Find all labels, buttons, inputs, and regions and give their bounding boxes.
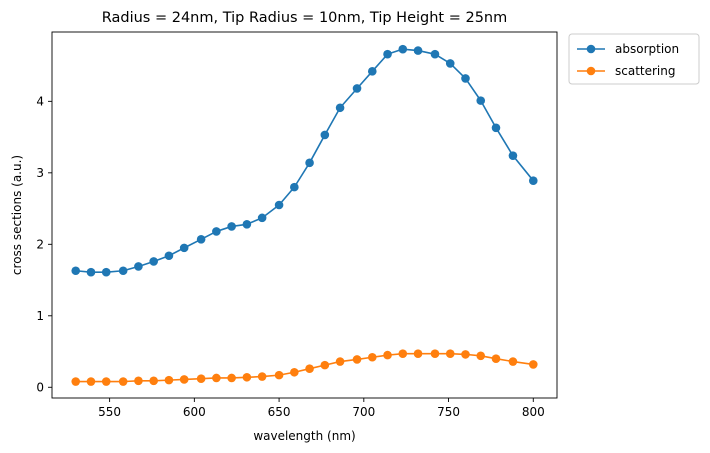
absorption-point [413,46,423,55]
scattering-point [413,349,423,358]
x-tick-label: 650 [268,405,291,419]
absorption-point [476,96,486,105]
absorption-point [149,257,158,266]
absorption-point [508,151,518,160]
absorption-point [164,251,174,261]
scattering-point [335,357,345,366]
absorption-point [290,182,299,192]
absorption-point [101,267,111,277]
absorption-point [430,49,440,59]
absorption-point [352,84,362,93]
legend-scattering-label: scattering [615,64,676,78]
x-tick-label: 750 [437,405,460,419]
absorption-point [134,262,143,271]
x-axis-label: wavelength (nm) [253,429,355,443]
absorption-point [320,130,330,140]
absorption-point [196,235,206,244]
scattering-point [476,351,486,361]
absorption-point [305,158,314,168]
scattering-point [101,377,111,386]
scattering-point [71,377,81,386]
absorption-point [86,267,96,277]
scattering-point [290,367,299,377]
y-tick-label: 2 [36,237,44,251]
absorption-point [445,59,455,68]
absorption-point [398,44,408,54]
scattering-point [430,349,440,358]
scattering-point [227,373,236,383]
legend-absorption-label: absorption [615,42,679,56]
scattering-point [86,377,96,386]
scattering-point [305,364,314,373]
scattering-point [242,372,252,382]
scattering-point [212,373,221,383]
x-tick-label: 550 [98,405,121,419]
absorption-point [274,200,284,210]
y-tick-label: 4 [36,94,44,108]
y-axis-label: cross sections (a.u.) [10,155,24,275]
absorption-point [383,49,392,59]
scattering-point [383,350,392,360]
absorption-point [461,74,470,83]
absorption-point [242,219,252,229]
legend-scattering-marker [586,66,596,76]
absorption-point [227,222,236,231]
scattering-point [196,374,206,384]
scattering-point [164,375,174,385]
y-tick-label: 1 [36,309,44,323]
y-tick-label: 3 [36,166,44,180]
scattering-point [508,357,518,366]
absorption-point [257,213,267,223]
scattering-point [398,349,408,358]
x-tick-label: 600 [183,405,206,419]
scattering-point [134,376,143,386]
axes-frame [51,31,558,399]
absorption-point [118,266,128,276]
absorption-point [71,266,81,276]
absorption-point [179,243,189,253]
chart-title: Radius = 24nm, Tip Radius = 10nm, Tip He… [102,10,508,26]
scattering-point [179,375,189,384]
legend-absorption-marker [586,44,596,54]
scattering-point [274,370,284,380]
plot-area: 550 600 650 700 750 800 0 1 2 3 4 [36,31,558,419]
scattering-point [367,352,377,362]
x-tick-label: 800 [522,405,545,419]
scattering-point [118,377,128,386]
absorption-point [528,176,538,185]
y-tick-label: 0 [36,380,44,394]
absorption-point [335,103,345,113]
absorption-point [212,227,221,236]
scattering-point [352,355,362,364]
scattering-point [491,354,501,363]
scattering-point [528,360,538,369]
absorption-point [491,123,501,133]
scattering-point [257,372,267,381]
scattering-point [461,350,470,359]
legend: absorption scattering [568,33,700,85]
absorption-point [367,67,377,76]
x-tick-label: 700 [352,405,375,419]
scattering-point [149,376,158,386]
scattering-point [445,349,455,358]
scattering-point [320,360,330,370]
